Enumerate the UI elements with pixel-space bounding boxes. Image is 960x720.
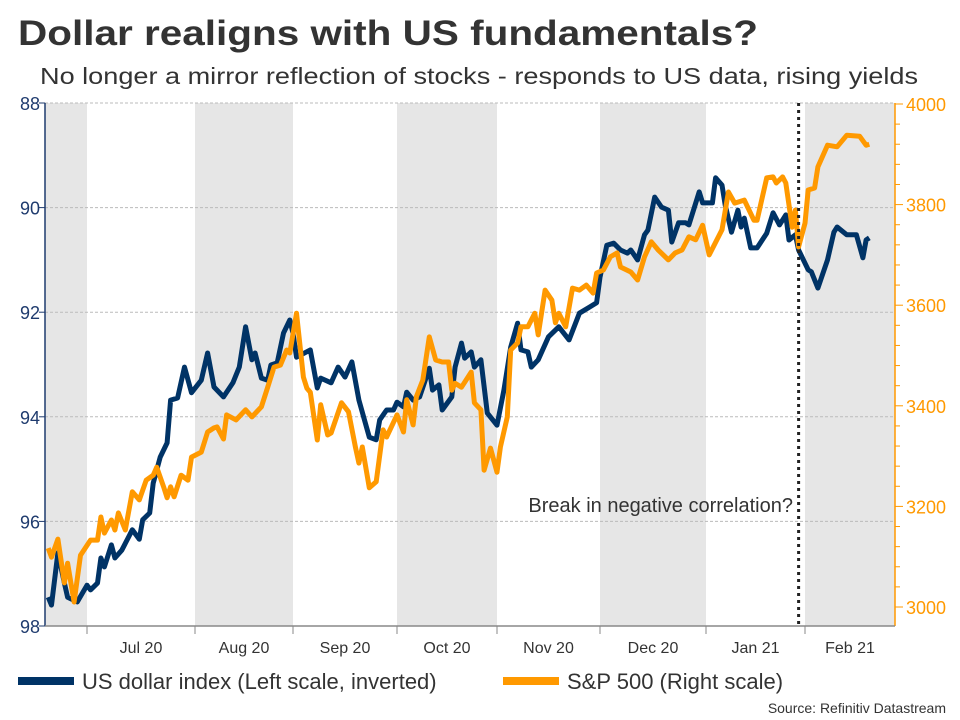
- x-axis-tick-label: Jul 20: [120, 640, 163, 657]
- gridlines: [45, 102, 895, 522]
- right-axis-tick-label: 3200: [906, 497, 946, 517]
- shaded-band: [600, 103, 706, 626]
- x-axis-tick-label: Oct 20: [423, 640, 470, 657]
- chart-subtitle: No longer a mirror reflection of stocks …: [40, 63, 918, 89]
- right-axis-tick-label: 3000: [906, 598, 946, 618]
- chart-title: Dollar realigns with US fundamentals?: [18, 14, 758, 53]
- left-axis-tick-label: 90: [20, 199, 40, 219]
- right-axis-tick-label: 4000: [906, 95, 946, 115]
- annotation-text: Break in negative correlation?: [528, 495, 793, 517]
- left-axis-tick-label: 96: [20, 512, 40, 532]
- annotation: Break in negative correlation?: [528, 103, 801, 626]
- x-axis-tick-label: Dec 20: [628, 640, 679, 657]
- shaded-band: [45, 103, 87, 626]
- right-axis-tick-label: 3800: [906, 196, 946, 216]
- dollar-index-line: [45, 175, 871, 608]
- shaded-band: [805, 103, 895, 626]
- x-axis-tick-label: Aug 20: [219, 640, 270, 657]
- legend-label-sp500: S&P 500 (Right scale): [567, 669, 783, 694]
- left-axis-tick-label: 92: [20, 303, 40, 323]
- left-axis-tick-label: 94: [20, 408, 40, 428]
- x-axis-tick-label: Sep 20: [320, 640, 371, 657]
- x-axis-tick-label: Nov 20: [523, 640, 574, 657]
- x-axis-tick-label: Jan 21: [731, 640, 779, 657]
- right-axis-tick-label: 3400: [906, 397, 946, 417]
- legend: US dollar index (Left scale, inverted) S…: [18, 669, 783, 694]
- series-lines: [45, 132, 871, 608]
- legend-swatch-sp500: [503, 677, 559, 685]
- x-axis-tick-label: Feb 21: [825, 640, 875, 657]
- legend-label-dollar: US dollar index (Left scale, inverted): [82, 669, 437, 694]
- left-axis-tick-label: 88: [20, 94, 40, 114]
- sp500-line: [45, 132, 871, 605]
- axes: 88 90 92 94 96 98 3000 3200 3400 3600 3800 4000 Jul …: [20, 94, 946, 657]
- source-note: Source: Refinitiv Datastream: [768, 700, 946, 716]
- right-axis-tick-label: 3600: [906, 296, 946, 316]
- left-axis-tick-label: 98: [20, 617, 40, 637]
- legend-swatch-dollar: [18, 677, 74, 685]
